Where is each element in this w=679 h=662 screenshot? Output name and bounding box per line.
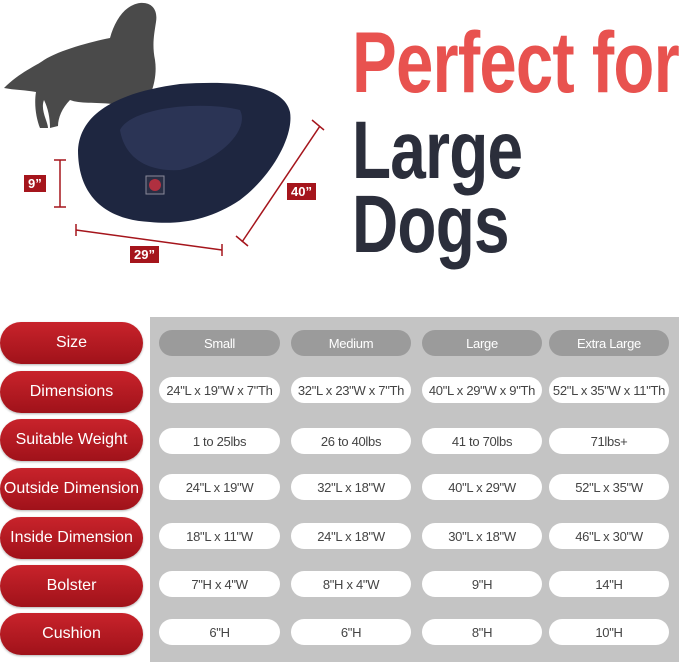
table-cell: 32"L x 23"W x 7"Th bbox=[291, 377, 411, 403]
length-dimension-label: 40” bbox=[287, 183, 316, 200]
table-cell: 24"L x 19"W bbox=[159, 474, 280, 500]
table-cell: 9"H bbox=[422, 571, 542, 597]
table-cell: 1 to 25lbs bbox=[159, 428, 280, 454]
row-label: Suitable Weight bbox=[0, 419, 143, 461]
row-label: Inside Dimension bbox=[0, 517, 143, 559]
headline-line-3: Dogs bbox=[352, 179, 510, 270]
table-cell: 71lbs+ bbox=[549, 428, 669, 454]
table-cell: 6"H bbox=[159, 619, 280, 645]
table-cell: 14"H bbox=[549, 571, 669, 597]
dog-and-bed-illustration bbox=[4, 2, 325, 256]
table-cell: 8"H bbox=[422, 619, 542, 645]
table-cell: 24"L x 18"W bbox=[291, 523, 411, 549]
table-cell: 40"L x 29"W x 9"Th bbox=[422, 377, 542, 403]
headline-line-1: Perfect for bbox=[352, 15, 679, 111]
width-dimension-label: 29” bbox=[130, 246, 159, 263]
size-header-cell: Extra Large bbox=[549, 330, 669, 356]
table-cell: 6"H bbox=[291, 619, 411, 645]
height-dimension-label: 9” bbox=[24, 175, 46, 192]
row-label: Outside Dimension bbox=[0, 468, 143, 510]
table-cell: 10"H bbox=[549, 619, 669, 645]
table-cell: 24"L x 19"W x 7"Th bbox=[159, 377, 280, 403]
table-cell: 18"L x 11"W bbox=[159, 523, 280, 549]
table-cell: 8"H x 4"W bbox=[291, 571, 411, 597]
size-header-cell: Small bbox=[159, 330, 280, 356]
table-cell: 32"L x 18"W bbox=[291, 474, 411, 500]
size-header-cell: Medium bbox=[291, 330, 411, 356]
table-cell: 52"L x 35"W x 11"Th bbox=[549, 377, 669, 403]
table-cell: 40"L x 29"W bbox=[422, 474, 542, 500]
row-label: Dimensions bbox=[0, 371, 143, 413]
dog-silhouette-icon bbox=[4, 2, 157, 129]
row-label: Bolster bbox=[0, 565, 143, 607]
table-cell: 46"L x 30"W bbox=[549, 523, 669, 549]
table-cell: 30"L x 18"W bbox=[422, 523, 542, 549]
table-cell: 7"H x 4"W bbox=[159, 571, 280, 597]
size-header-cell: Large bbox=[422, 330, 542, 356]
table-cell: 41 to 70lbs bbox=[422, 428, 542, 454]
table-cell: 52"L x 35"W bbox=[549, 474, 669, 500]
row-label: Cushion bbox=[0, 613, 143, 655]
table-cell: 26 to 40lbs bbox=[291, 428, 411, 454]
row-label: Size bbox=[0, 322, 143, 364]
headline-line-2: Large bbox=[352, 105, 523, 196]
